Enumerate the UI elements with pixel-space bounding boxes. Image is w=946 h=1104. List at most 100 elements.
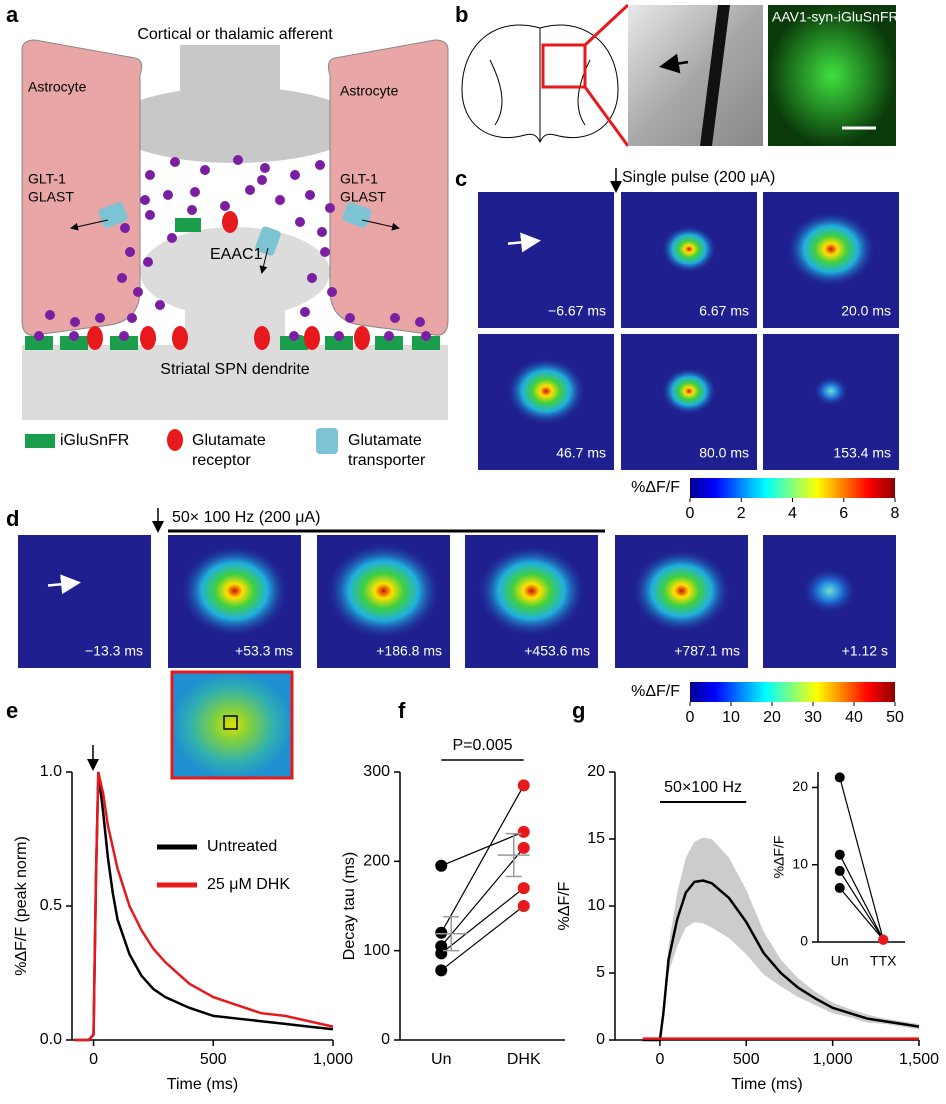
label: GLAST [28,189,74,205]
x-tick-label: 0 [655,1051,664,1068]
label: Astrocyte [340,83,399,99]
glutamate-dot [34,331,44,341]
colorbar-tick-label: 30 [804,709,822,726]
image-label: AAV1-syn-iGluSnFR [772,9,899,25]
signal [786,210,876,288]
glutamate-dot [190,187,200,197]
glutamate-dot [119,331,129,341]
frame-time: −13.3 ms [85,643,143,659]
glutamate-dot [120,223,130,233]
fluorescence-image [768,5,896,146]
glutamate-dot [334,331,344,341]
receptor [222,211,238,233]
pair-line [441,831,524,867]
legend-label: Untreated [207,838,277,855]
point [517,841,530,854]
y-tick-label: 20 [792,778,808,794]
colorbar [690,682,895,702]
transporter [98,202,128,228]
label: GLT-1 [340,171,378,187]
y-tick-label: 0 [800,933,808,949]
legend-label: transporter [348,452,426,469]
signal [506,357,586,426]
colorbar-tick-label: 40 [845,709,863,726]
panel-label: d [6,506,19,531]
glutamate-dot [69,331,79,341]
stimulus-label: Single pulse (200 μA) [622,169,775,186]
signal [813,375,849,407]
x-tick-label: 0 [89,1051,98,1068]
colorbar [690,478,895,498]
x-tick-label: 1,000 [313,1051,353,1068]
brightfield-image [628,5,763,146]
igluSnFR [175,218,201,232]
frame [478,192,614,328]
pair-line [440,785,525,934]
roi-box [541,43,587,89]
frame-time: 20.0 ms [841,303,891,319]
label: Striatal SPN dendrite [160,361,310,378]
legend-label: Glutamate [348,432,422,449]
arrow [507,232,541,253]
dendrite [22,345,448,420]
colorbar-tick-label: 6 [839,505,848,522]
frame-time: −6.67 ms [548,303,606,319]
glutamate-dot [317,227,327,237]
glutamate-dot [295,217,305,227]
igluSnFR [25,336,53,350]
glutamate-dot [220,201,230,211]
label: GLT-1 [28,171,66,187]
x-tick-label: DHK [507,1051,541,1068]
legend-label: 25 μM DHK [207,876,290,893]
glutamate-dot [320,247,330,257]
receptor [140,326,156,350]
transporter [255,226,281,256]
arrow [259,247,269,274]
arrow [659,53,689,74]
x-axis-label: Time (ms) [731,1076,802,1093]
receptor [87,326,103,350]
colorbar-label: %ΔF/F [631,683,680,700]
slice-images: AAV1-syn-iGluSnFR [461,3,899,147]
annotation: 50×100 Hz [664,779,742,796]
pair-line [440,847,525,947]
spine-head [140,227,330,317]
point [517,882,530,895]
colorbar-tick-label: 8 [891,505,900,522]
glutamate-dot [155,300,165,310]
glutamate-dot [145,170,155,180]
glutamate-dot [260,163,270,173]
receptor [254,326,270,350]
line [74,771,334,1042]
x-axis-label: Time (ms) [167,1076,238,1093]
line [74,771,334,1042]
glutamate-dot [421,331,431,341]
glutamate-dot [117,273,127,283]
panel-label: e [6,698,18,723]
arrow [70,219,109,231]
glutamate-dot [145,210,155,220]
glutamate-dot [325,203,335,213]
point [878,934,889,945]
point [834,849,845,860]
x-tick-label: Un [431,1051,451,1068]
y-tick-label: 100 [363,942,390,959]
transporter [342,202,372,228]
arrow [361,219,400,231]
glutamate-dot [315,160,325,170]
bouton [110,87,360,163]
legend-label: receptor [192,452,251,469]
glutamate-dot [200,165,210,175]
glutamate-dot [345,313,355,323]
glutamate [45,155,425,345]
glutamate-dot [415,317,425,327]
signal [476,544,587,638]
glutamate-dot [170,157,180,167]
frame-time: +1.12 s [842,643,888,659]
frame-time: +453.6 ms [524,643,590,659]
receptor [304,326,320,350]
y-tick-label: 10 [587,897,605,914]
panel-label: a [6,2,19,27]
label: GLAST [340,189,386,205]
